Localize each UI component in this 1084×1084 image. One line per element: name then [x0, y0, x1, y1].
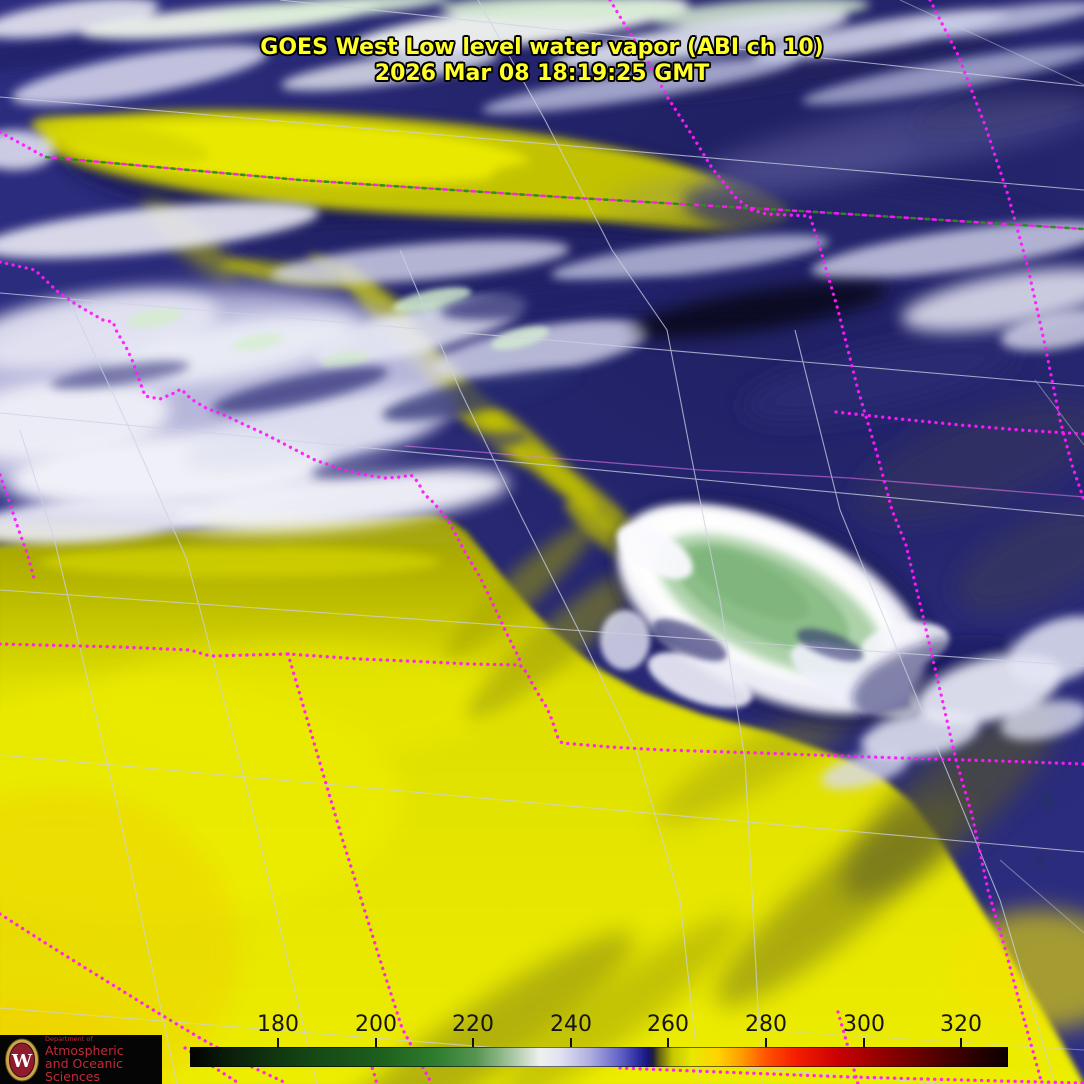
crest-letter: W: [11, 1051, 33, 1072]
map-mid-clouds: [0, 268, 1084, 544]
map-pink-line: [404, 445, 1084, 498]
colorbar-tickmark: [472, 1038, 474, 1047]
boundary-state-v2: [608, 0, 1044, 1084]
uw-crest-icon: W: [5, 1038, 39, 1081]
colorbar-tick-label: 220: [452, 1012, 494, 1037]
map-streak-rows: [0, 201, 1084, 285]
colorbar-tick-label: 240: [550, 1012, 592, 1037]
map-right-clouds: [821, 616, 1084, 790]
colorbar-gradient: [190, 1047, 1008, 1067]
colorbar-tick-label: 180: [257, 1012, 299, 1037]
map-haze: [742, 338, 1084, 613]
colorbar-tickmark: [765, 1038, 767, 1047]
map-border-alt: [44, 155, 1084, 231]
colorbar-tickmark: [570, 1038, 572, 1047]
logo-dept-line2: and Oceanic Sciences: [45, 1056, 123, 1084]
colorbar-tick-label: 320: [940, 1012, 982, 1037]
colorbar-tick-label: 260: [647, 1012, 689, 1037]
title-line1: GOES West Low level water vapor (ABI ch …: [260, 35, 824, 60]
map-top-clouds: [0, 0, 1084, 170]
colorbar-tickmark: [960, 1038, 962, 1047]
colorbar-tick-label: 300: [843, 1012, 885, 1037]
logo-dept-small: Department of: [45, 1035, 93, 1043]
colorbar-tick-label: 280: [745, 1012, 787, 1037]
title-line2: 2026 Mar 08 18:19:25 GMT: [374, 61, 710, 86]
colorbar-tickmark: [667, 1038, 669, 1047]
colorbar-tickmark: [863, 1038, 865, 1047]
logo-dept-line1: Atmospheric: [45, 1042, 124, 1058]
boundary-coastline: [0, 260, 524, 667]
colorbar-tickmark: [375, 1038, 377, 1047]
colorbar-tick-label: 200: [355, 1012, 397, 1037]
image-title: GOES West Low level water vapor (ABI ch …: [0, 35, 1084, 87]
aos-logo: W Department of Atmospheric and Oceanic …: [0, 1035, 162, 1084]
colorbar-tickmark: [277, 1038, 279, 1047]
